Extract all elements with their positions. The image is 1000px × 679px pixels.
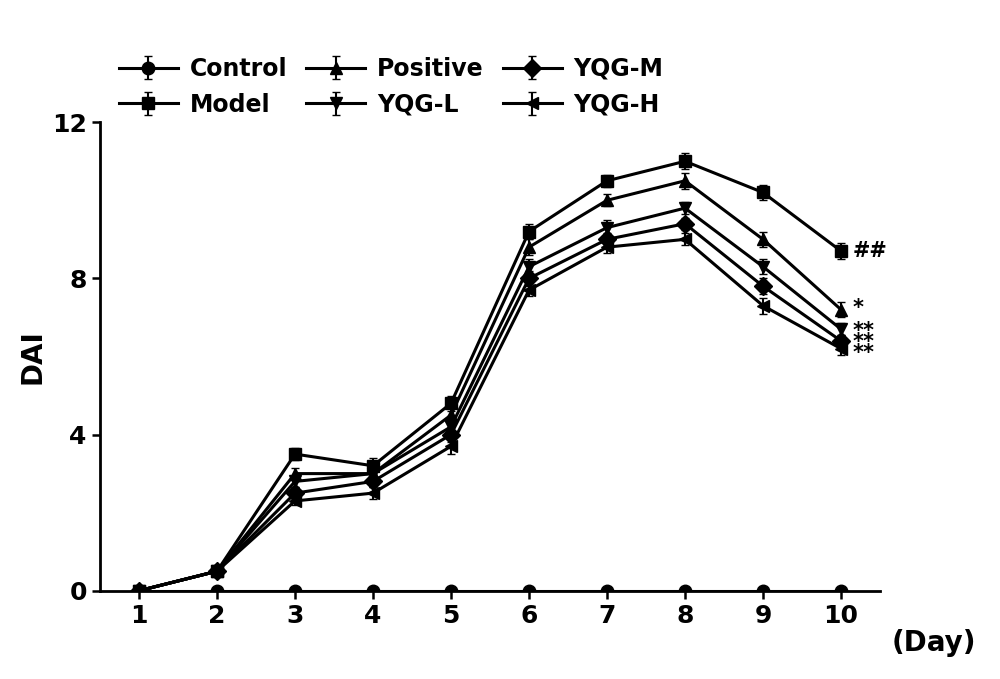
Text: **: **: [853, 331, 875, 352]
Text: **: **: [853, 321, 875, 341]
Text: ##: ##: [853, 241, 887, 261]
Text: (Day): (Day): [892, 629, 976, 657]
Legend: Control, Model, Positive, YQG-L, YQG-M, YQG-H: Control, Model, Positive, YQG-L, YQG-M, …: [112, 50, 670, 124]
Text: **: **: [853, 343, 875, 363]
Text: *: *: [853, 297, 864, 318]
Y-axis label: DAI: DAI: [18, 329, 46, 384]
